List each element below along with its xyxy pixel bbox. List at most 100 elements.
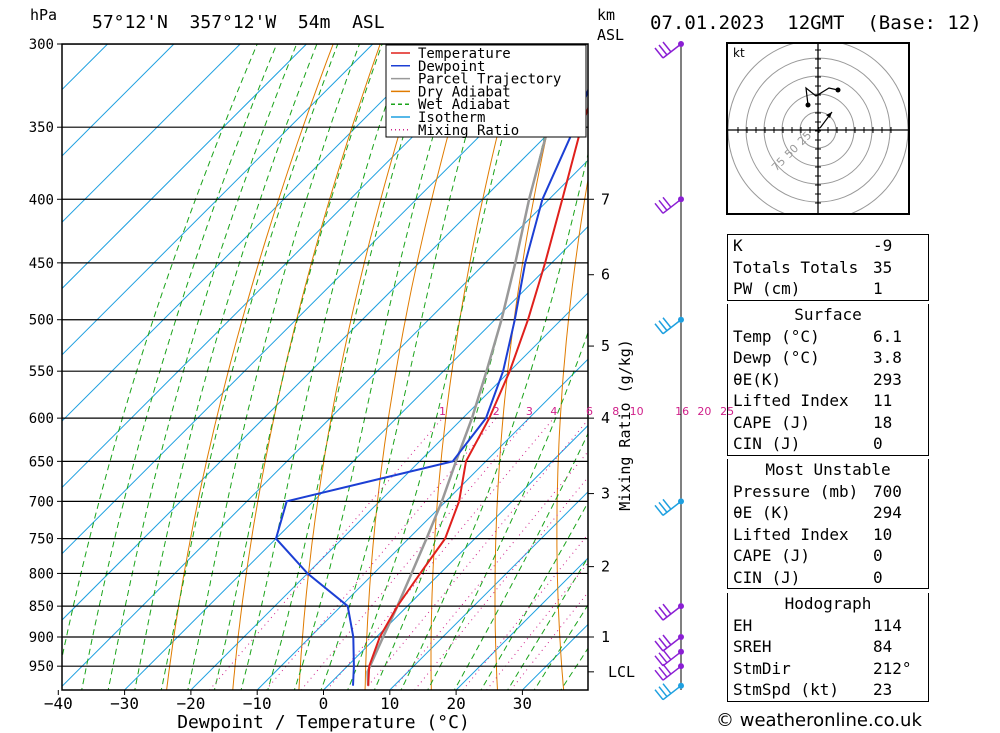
wind-barb-feather [654,640,664,652]
plot-frame [61,43,589,691]
temp-tick-label: 10 [380,694,399,713]
pressure-tick-label: 650 [29,454,54,470]
stat-row: SREH 84 [728,636,928,658]
stat-value: -9 [873,236,893,255]
stat-value: 293 [873,369,902,389]
wet-adiabat-line [240,44,407,690]
stat-label: SREH [733,637,772,656]
stat-row: CIN (J) 0 [728,433,928,455]
isotherm-line [62,44,241,223]
wet-adiabat-line [427,331,588,690]
pressure-tick-label: 900 [29,630,54,646]
wind-barb-feather [654,323,664,335]
wind-barb-shaft [662,665,682,681]
wind-barb-feather [662,634,672,646]
wind-barb-feather [654,504,664,516]
legend-entry: Dewpoint [418,59,485,75]
stat-row: θE(K) 293 [728,369,928,391]
wind-barb-shaft [662,500,682,516]
mixing-ratio-line [208,417,443,690]
legend-entry: Isotherm [418,110,485,126]
surface-title: Surface [794,305,862,324]
stat-label: CAPE (J) [733,546,811,565]
wind-barb-feather [662,317,672,329]
wind-barb-feather [658,320,668,332]
stat-label: Lifted Index [733,391,849,410]
temp-tick-label: 0 [319,694,329,713]
pressure-tick-label: 450 [29,256,54,272]
stat-label: EH [733,615,753,635]
stat-label: θE(K) [733,369,782,389]
isotherm-line [62,44,374,356]
legend-entry: Temperature [418,46,511,62]
unstable-table: Most Unstable Pressure (mb) 700 θE (K) 294… [727,459,929,589]
isotherm-line [62,44,573,555]
wind-barb-icon [654,317,682,335]
hodograph-trace [805,86,839,106]
stat-label: StmDir [733,658,791,678]
isotherm-line [62,44,506,489]
isotherm-line [62,44,440,422]
temp-tick-label: 30 [513,694,532,713]
pressure-tick-label: 600 [29,411,54,427]
hodograph-title: Hodograph [784,594,872,613]
stat-row: CAPE (J) 0 [728,545,928,567]
wind-barb-feather [654,669,664,681]
pressure-tick-label: 950 [29,659,54,675]
stat-value: 212° [873,658,912,678]
stat-label: Dewp (°C) [733,348,820,367]
stat-value: 0 [873,546,883,565]
hodograph-point [835,87,841,93]
isotherm-line [62,93,588,621]
wind-barb-feather [662,196,672,208]
stat-value: 6.1 [873,326,902,346]
surface-table: Surface Temp (°C) 6.1 Dewp (°C) 3.8 θE(K) 2… [727,304,929,456]
pressure-tick-label: 700 [29,494,54,510]
mixing-ratio-line [485,562,588,690]
pressure-tick-label: 850 [29,599,54,615]
mixing-ratio-label: 4 [550,405,557,418]
stat-label: K [733,236,743,255]
stat-label: CAPE (J) [733,412,811,432]
wind-barb-feather [662,498,672,510]
dry-adiabat-line [990,44,1000,694]
indices-table: K -9 Totals Totals 35 PW (cm) 1 [727,234,929,301]
mixing-ratio-line [326,417,555,690]
copyright[interactable]: © weatheronline.co.uk [716,710,922,731]
stat-row: Lifted Index 11 [728,390,928,412]
km-tick-label: 3 [601,485,610,503]
mixing-ratio-label: 3 [526,405,533,418]
stat-value: 84 [873,637,893,656]
hodograph-ring-label: 25 [795,129,814,148]
legend-entry: Mixing Ratio [418,123,519,139]
dry-adiabat-line [556,176,588,690]
dry-adiabat-line [364,44,475,690]
isotherm-line [190,292,588,690]
stat-row: CIN (J) 0 [728,567,928,589]
wind-barb-feather [654,689,664,701]
legend-entry: Dry Adiabat [418,84,511,100]
dewpoint-line [274,87,588,686]
wind-barb-feather [654,47,664,59]
stat-row: Pressure (mb) 700 [728,481,928,503]
mixing-ratio-line [364,419,588,690]
wind-barb-feather [658,44,668,56]
temp-tick-label: −40 [44,694,73,713]
pressure-tick-label: 350 [29,120,54,136]
stat-row: Temp (°C) 6.1 [728,326,928,348]
wind-barb-shaft [662,685,682,701]
unstable-title: Most Unstable [765,460,891,479]
stat-row: EH 114 [728,615,928,637]
wind-barb-icon [654,603,682,621]
temperature-line [367,105,588,686]
wind-barb-feather [662,603,672,615]
stat-label: CIN (J) [733,567,801,587]
km-tick-label: 6 [601,266,610,284]
temp-tick-label: −10 [243,694,272,713]
wind-barb-feather [662,683,672,695]
stat-label: Totals Totals [733,257,859,277]
dry-adiabat-line [675,44,709,694]
stat-label: θE (K) [733,503,791,522]
